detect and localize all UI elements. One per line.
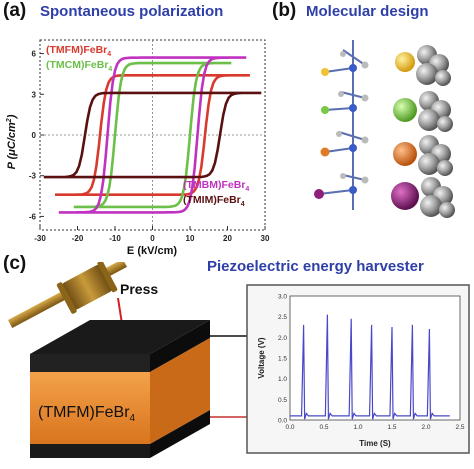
y-tick-label: 3 [32,90,37,99]
energy-harvester-illustration: Press (TMFM)FeBr4 [8,262,262,458]
x-tick-label: -10 [109,234,121,243]
y-tick-label: -3 [29,172,37,181]
voltage-plot-area [289,295,461,421]
voltage-y-tick-label: 1.0 [278,376,287,383]
x-tick-label: 10 [186,234,195,243]
hysteresis-loop-0 [55,74,250,196]
legend-tmbm: (TMBM)FeBr4 [183,179,249,193]
voltage-trace [290,314,450,420]
halogen-atom-i2 [314,189,324,199]
molecule-atoms [314,51,369,199]
hysteresis-loop-2 [58,56,247,214]
halogen-atom-cl [321,106,329,114]
voltage-x-tick-label: 2.0 [421,424,430,431]
halogen-atom-i [321,68,329,76]
y-tick-label: -6 [29,212,37,221]
voltage-y-tick-label: 3.0 [278,294,287,301]
space-filling-models [391,45,455,218]
x-tick-label: 30 [261,234,270,243]
voltage-chart: 0.0 0.5 1.0 1.5 2.0 2.50.00.51.01.52.02.53.0 … [246,284,470,454]
voltage-x-tick-label: 0.0 [285,424,294,431]
voltage-tick-labels: 0.0 0.5 1.0 1.5 2.0 2.5 0.0 0.5 1.0 1.5 2.0 2.5 3.0 [278,294,465,432]
y-tick-label: 0 [32,131,37,140]
y-tick-label: 6 [32,50,37,59]
voltage-y-tick-label: 0.5 [278,397,287,404]
voltage-x-tick-label: 1.0 [353,424,362,431]
voltage-y-tick-label: 2.5 [278,314,287,321]
voltage-x-tick-label: 2.5 [455,424,464,431]
ball-stick-molecules [318,40,366,210]
panel-c-title: Piezoelectric energy harvester [207,258,424,275]
legend-tmim: (TMIM)FeBr4 [183,194,245,208]
voltage-y-tick-label: 1.5 [278,356,287,363]
halogen-atom-br [320,147,330,157]
panel-b-title: Molecular design [306,3,429,20]
voltage-x-tick-label: 0.5 [319,424,328,431]
gavel-icon [8,262,128,328]
legend-tmcm: (TMCM)FeBr4 [46,59,112,73]
panel-a-title: Spontaneous polarization [40,3,224,20]
voltage-xlabel: Time (S) [359,439,391,448]
press-label: Press [120,281,158,297]
legend-tmfm: (TMFM)FeBr4 [46,44,111,58]
press-arrow [117,297,123,325]
molecular-design-figure [314,40,455,218]
device-stack [30,320,210,458]
device-label: (TMFM)FeBr4 [38,404,136,424]
panel-b-letter: (b) [272,0,297,21]
x-tick-label: 20 [223,234,232,243]
hysteresis-curves [43,56,262,214]
x-tick-label: -20 [72,234,84,243]
panel-c-letter: (c) [3,253,27,274]
voltage-x-tick-label: 1.5 [387,424,396,431]
voltage-y-tick-label: 2.0 [278,335,287,342]
voltage-y-tick-label: 0.0 [278,418,287,425]
hysteresis-xlabel: E (kV/cm) [127,245,177,257]
hysteresis-ylabel: P (μC/cm2) [6,114,18,169]
hysteresis-loop-3 [43,91,262,179]
voltage-ylabel: Voltage (V) [257,337,266,379]
x-tick-label: 0 [150,234,155,243]
hysteresis-loop-1 [73,61,232,209]
hysteresis-gridlines [40,40,265,230]
x-tick-label: -30 [34,234,46,243]
panel-a-letter: (a) [3,0,27,21]
